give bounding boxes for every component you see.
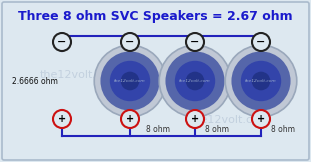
- Text: +: +: [257, 114, 265, 124]
- Circle shape: [121, 72, 139, 90]
- Circle shape: [100, 52, 160, 110]
- Text: −: −: [256, 37, 266, 47]
- Circle shape: [53, 110, 71, 128]
- Circle shape: [231, 52, 290, 110]
- Circle shape: [159, 45, 231, 117]
- Circle shape: [186, 110, 204, 128]
- Circle shape: [252, 33, 270, 51]
- Circle shape: [53, 33, 71, 51]
- Text: −: −: [57, 37, 67, 47]
- Circle shape: [175, 61, 215, 101]
- Text: −: −: [190, 37, 200, 47]
- Text: the12volt.com: the12volt.com: [245, 79, 277, 83]
- Circle shape: [225, 45, 297, 117]
- Circle shape: [121, 110, 139, 128]
- Circle shape: [165, 52, 225, 110]
- Text: the12volt.com: the12volt.com: [190, 115, 270, 125]
- Circle shape: [241, 61, 281, 101]
- FancyBboxPatch shape: [2, 2, 309, 160]
- Text: the12volt.com: the12volt.com: [39, 70, 120, 80]
- Text: 8 ohm: 8 ohm: [205, 125, 229, 134]
- Text: +: +: [58, 114, 66, 124]
- Circle shape: [94, 45, 166, 117]
- Circle shape: [252, 72, 270, 90]
- Circle shape: [252, 110, 270, 128]
- Text: +: +: [191, 114, 199, 124]
- Text: 2.6666 ohm: 2.6666 ohm: [12, 76, 58, 86]
- Text: +: +: [126, 114, 134, 124]
- Text: Three 8 ohm SVC Speakers = 2.67 ohm: Three 8 ohm SVC Speakers = 2.67 ohm: [18, 10, 293, 23]
- Text: −: −: [125, 37, 135, 47]
- Circle shape: [186, 33, 204, 51]
- Text: 8 ohm: 8 ohm: [271, 125, 295, 134]
- Circle shape: [110, 61, 150, 101]
- Text: the12volt.com: the12volt.com: [179, 79, 211, 83]
- Circle shape: [186, 72, 204, 90]
- Text: 8 ohm: 8 ohm: [146, 125, 170, 134]
- Circle shape: [121, 33, 139, 51]
- Text: the12volt.com: the12volt.com: [114, 79, 146, 83]
